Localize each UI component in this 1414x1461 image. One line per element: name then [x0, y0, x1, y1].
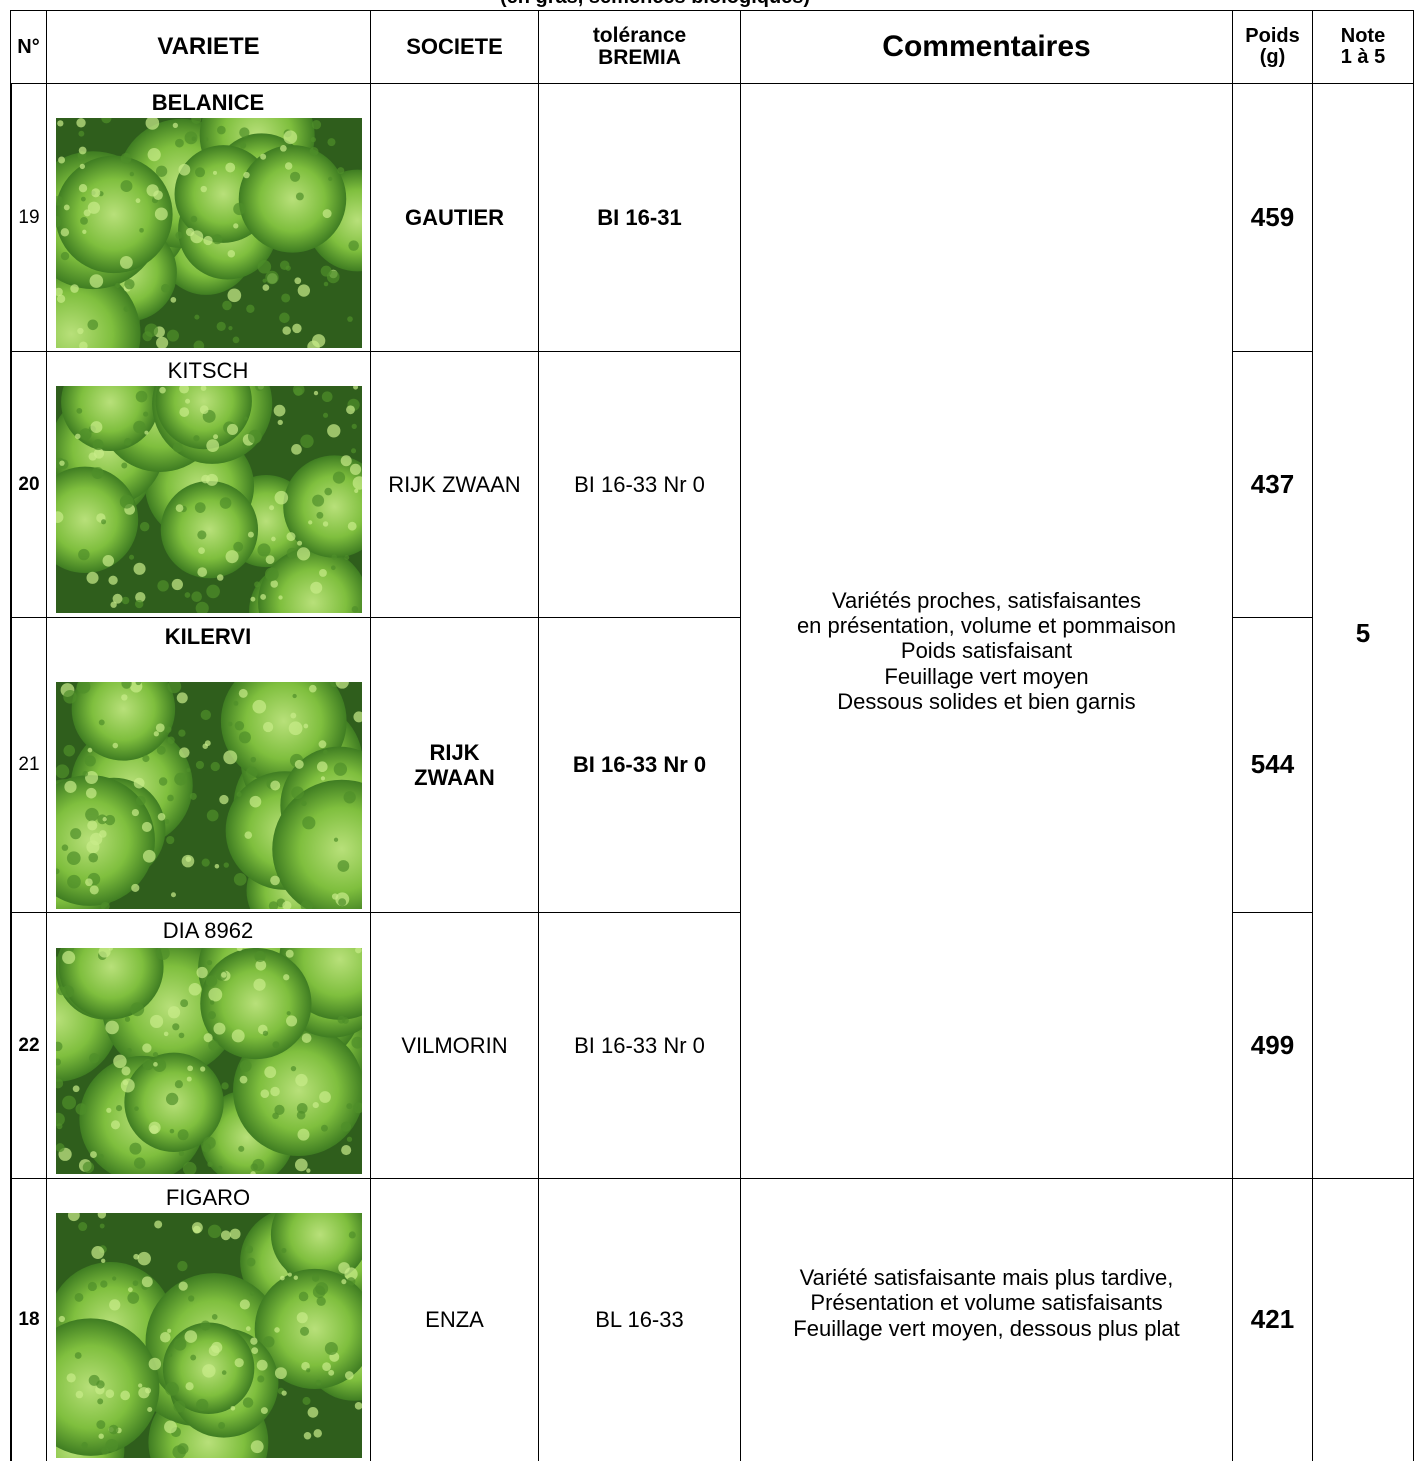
caption: (en gras, semences biologiques): [500, 0, 810, 9]
variety-name: KITSCH: [167, 358, 249, 383]
lettuce-photo: [56, 1213, 362, 1458]
row-number: 20: [10, 351, 47, 618]
company: RIJK ZWAAN: [370, 351, 539, 618]
row-number: 22: [10, 912, 47, 1179]
row-number: 18: [10, 1178, 47, 1461]
variety-name: DIA 8962: [162, 918, 254, 943]
header-cell: N°: [10, 10, 47, 84]
header-cell: VARIETE: [46, 10, 371, 84]
lettuce-photo: [56, 948, 362, 1174]
comment: Variétés proches, satisfaisantes en prés…: [740, 83, 1233, 1179]
comment: Variété satisfaisante mais plus tardive,…: [740, 1178, 1233, 1461]
tolerance: BI 16-33 Nr 0: [538, 617, 741, 913]
company: RIJK ZWAAN: [370, 617, 539, 913]
tolerance: BL 16-33: [538, 1178, 741, 1461]
row-number: 19: [10, 83, 47, 352]
score: [1312, 1178, 1414, 1461]
variety-name: KILERVI: [164, 624, 252, 649]
tolerance: BI 16-31: [538, 83, 741, 352]
weight: 421: [1232, 1178, 1313, 1461]
tolerance: BI 16-33 Nr 0: [538, 351, 741, 618]
row-number: 21: [10, 617, 47, 913]
score: 5: [1312, 83, 1414, 1179]
lettuce-photo: [56, 386, 362, 613]
header-cell: Commentaires: [740, 10, 1233, 84]
company: ENZA: [370, 1178, 539, 1461]
header-cell: Poids (g): [1232, 10, 1313, 84]
weight: 544: [1232, 617, 1313, 913]
weight: 499: [1232, 912, 1313, 1179]
lettuce-photo: [56, 118, 362, 348]
header-cell: Note 1 à 5: [1312, 10, 1414, 84]
tolerance: BI 16-33 Nr 0: [538, 912, 741, 1179]
company: GAUTIER: [370, 83, 539, 352]
company: VILMORIN: [370, 912, 539, 1179]
weight: 437: [1232, 351, 1313, 618]
header-cell: tolérance BREMIA: [538, 10, 741, 84]
variety-name: BELANICE: [151, 90, 265, 115]
header-cell: SOCIETE: [370, 10, 539, 84]
weight: 459: [1232, 83, 1313, 352]
variety-name: FIGARO: [165, 1185, 251, 1210]
lettuce-photo: [56, 682, 362, 909]
